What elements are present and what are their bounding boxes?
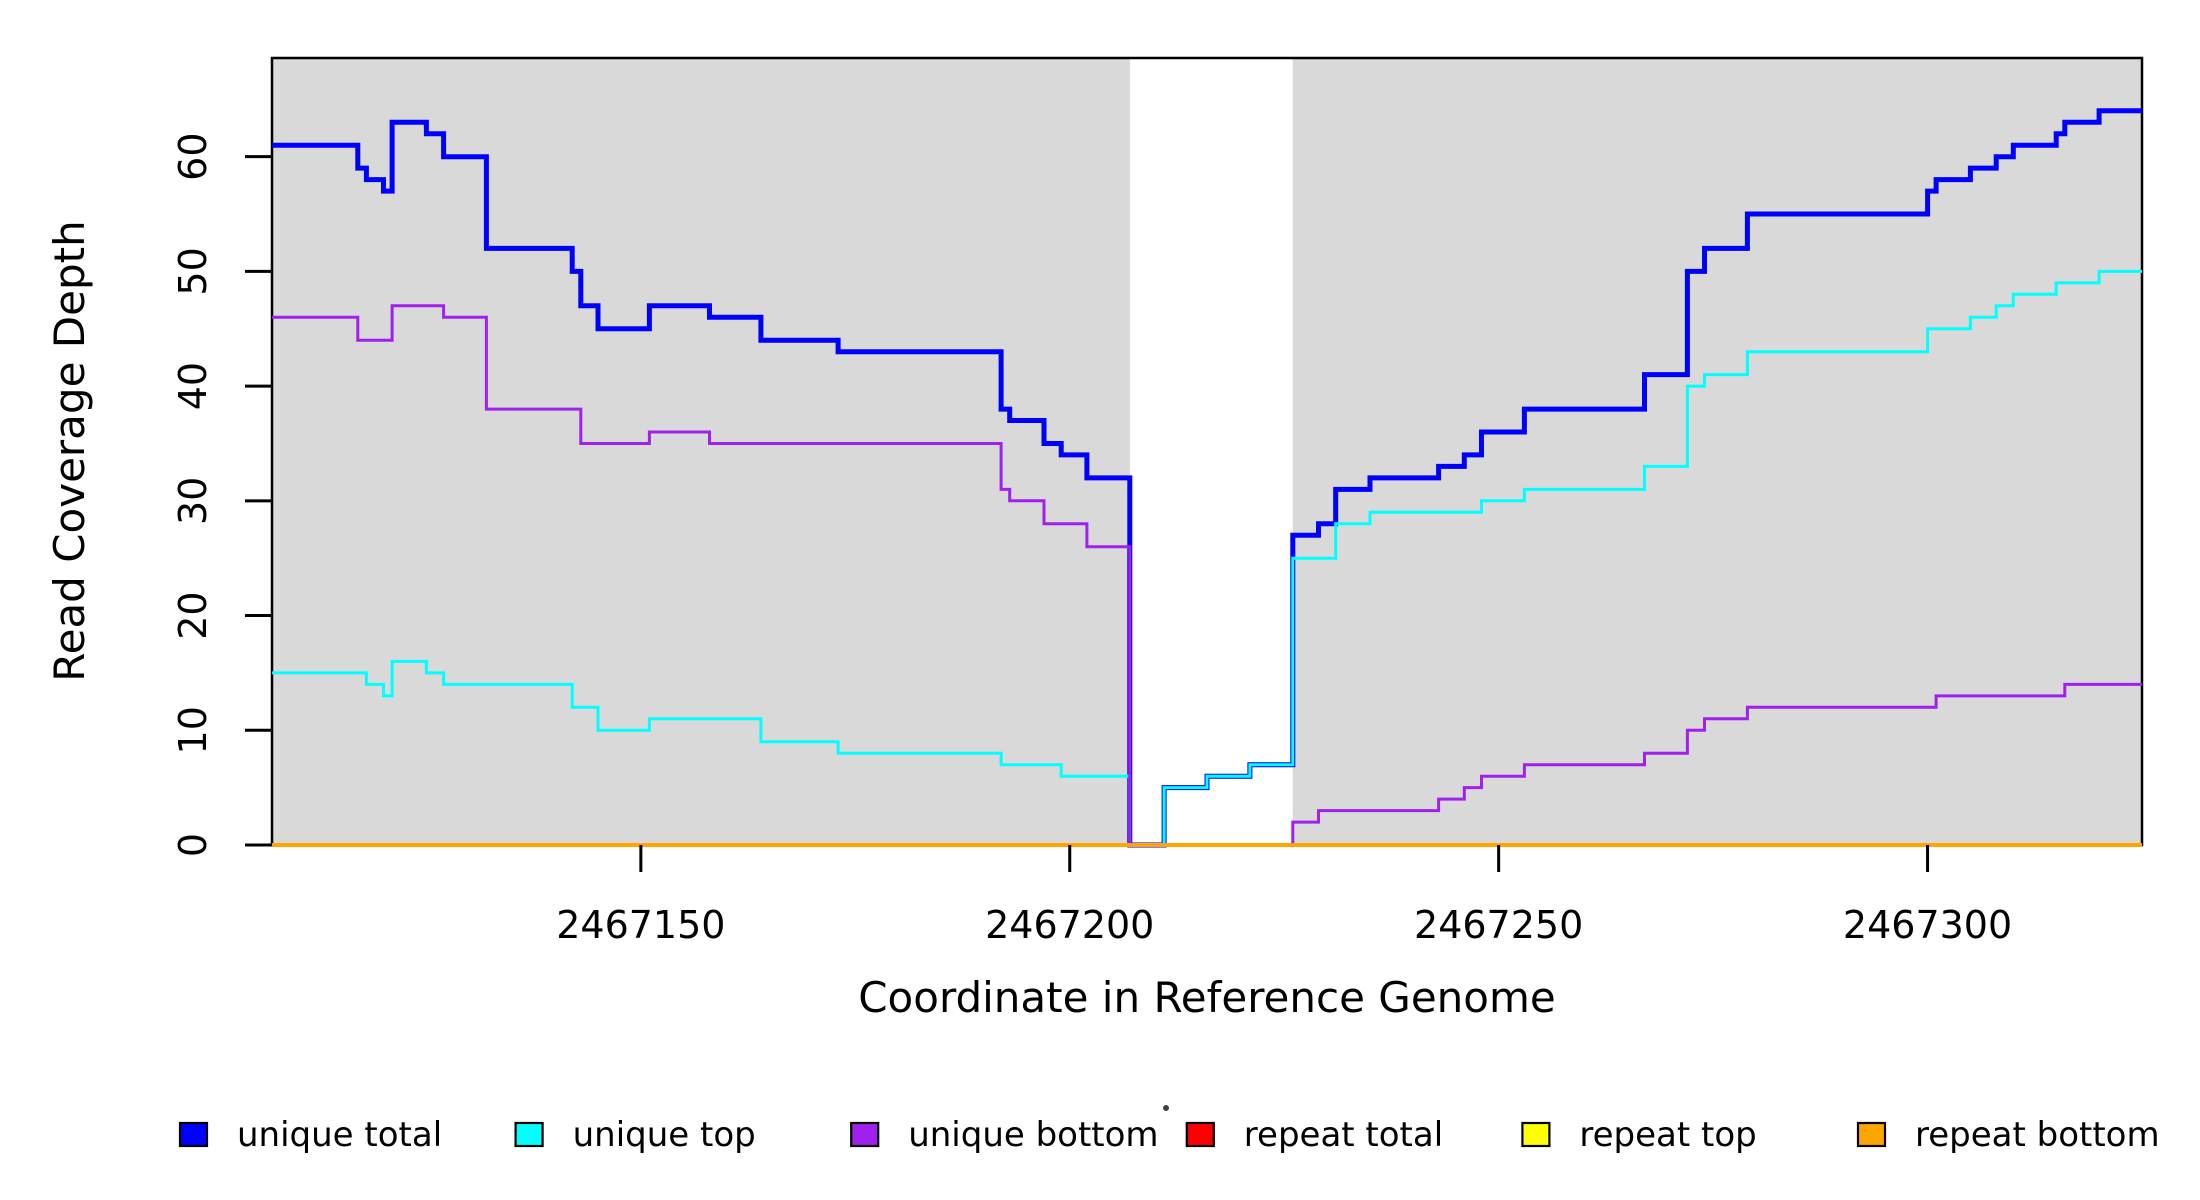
- shaded-region-0: [272, 58, 1130, 845]
- y-tick-label-50: 50: [171, 247, 215, 295]
- series-line-unique-top: [272, 269, 2142, 847]
- y-axis-title: Read Coverage Depth: [45, 220, 94, 681]
- legend-swatch-repeat-top: [1521, 1121, 1551, 1148]
- axis-layer: 2467150 2467200 2467250 2467300 0 10 20 30 40 50 6…: [171, 132, 2012, 947]
- legend-swatch-unique-bottom: [850, 1121, 880, 1148]
- legend-label-repeat-bottom: repeat bottom: [1915, 1115, 2160, 1155]
- y-tick-label-0: 0: [171, 833, 215, 857]
- legend-label-unique-total: unique total: [237, 1115, 442, 1155]
- plot-layer: [270, 56, 2144, 848]
- y-tick-label-20: 20: [171, 591, 215, 639]
- legend-stray-dot: [1163, 1105, 1169, 1111]
- x-tick-label-2467150: 2467150: [556, 903, 725, 947]
- x-tick-label-2467300: 2467300: [1843, 903, 2012, 947]
- legend-swatch-repeat-total: [1185, 1121, 1215, 1148]
- x-axis-title: Coordinate in Reference Genome: [858, 973, 1556, 1022]
- y-tick-label-10: 10: [171, 706, 215, 754]
- x-tick-label-2467250: 2467250: [1414, 903, 1583, 947]
- legend-swatch-unique-total: [178, 1121, 209, 1148]
- legend-label-repeat-top: repeat top: [1579, 1115, 1756, 1155]
- legend-swatch-unique-top: [514, 1121, 544, 1148]
- legend-label-repeat-total: repeat total: [1244, 1115, 1443, 1155]
- legend-item-unique-top: unique top: [514, 1115, 756, 1155]
- legend-item-unique-bottom: unique bottom: [850, 1115, 1159, 1155]
- legend-item-repeat-top: repeat top: [1521, 1115, 1757, 1155]
- x-tick-label-2467200: 2467200: [985, 903, 1154, 947]
- legend: unique total unique top unique bottom repea…: [178, 1105, 2160, 1155]
- y-tick-label-30: 30: [171, 477, 215, 525]
- shaded-region-1: [1292, 58, 2142, 845]
- legend-item-repeat-total: repeat total: [1185, 1115, 1443, 1155]
- y-tick-label-40: 40: [171, 362, 215, 410]
- y-tick-label-60: 60: [171, 132, 215, 180]
- legend-label-unique-bottom: unique bottom: [908, 1115, 1158, 1155]
- legend-item-unique-total: unique total: [178, 1115, 442, 1155]
- legend-item-repeat-bottom: repeat bottom: [1856, 1115, 2160, 1155]
- legend-swatch-repeat-bottom: [1856, 1121, 1887, 1148]
- legend-label-unique-top: unique top: [573, 1115, 756, 1155]
